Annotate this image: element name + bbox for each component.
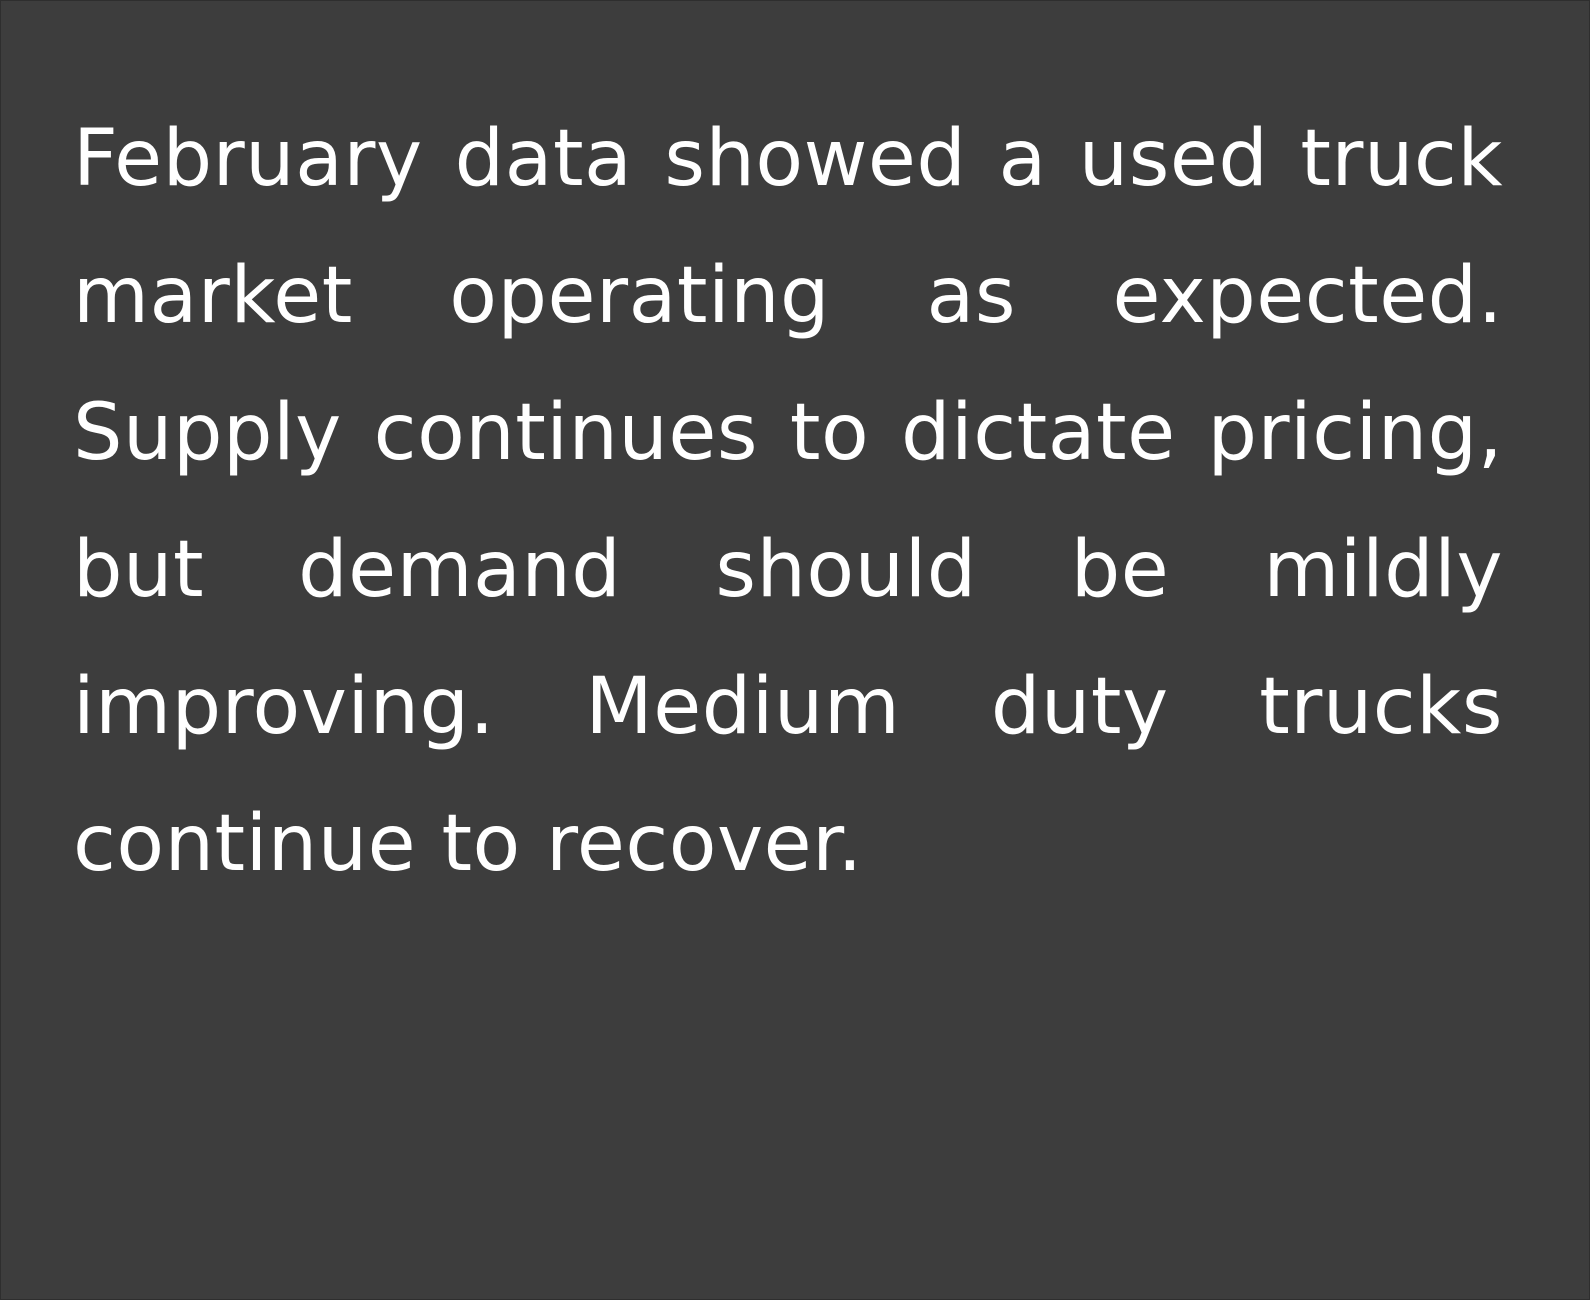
paragraph-line-5: improving. Medium duty trucks [73,662,1503,752]
paragraph-line-2: market operating as expected. [73,251,1503,341]
paragraph-line-3: Supply continues to dictate pricing, [73,388,1503,478]
paragraph-line-1: February data showed a used truck [73,114,1503,204]
paragraph-line-6: continue to recover. [73,799,863,889]
paragraph-line-4: but demand should be mildly [73,525,1503,615]
body-paragraph: February data showed a used truck market… [73,91,1503,913]
